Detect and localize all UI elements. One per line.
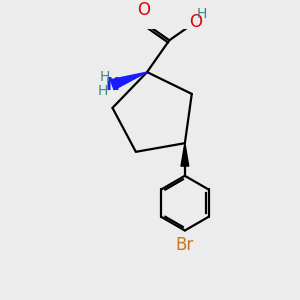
Text: O: O — [137, 2, 150, 20]
Text: O: O — [189, 13, 202, 31]
Text: H: H — [196, 7, 207, 21]
Text: Br: Br — [176, 236, 194, 254]
Polygon shape — [110, 72, 147, 90]
Text: H: H — [100, 70, 110, 84]
Text: H: H — [98, 85, 108, 98]
Text: N: N — [105, 76, 119, 94]
Polygon shape — [181, 143, 189, 166]
